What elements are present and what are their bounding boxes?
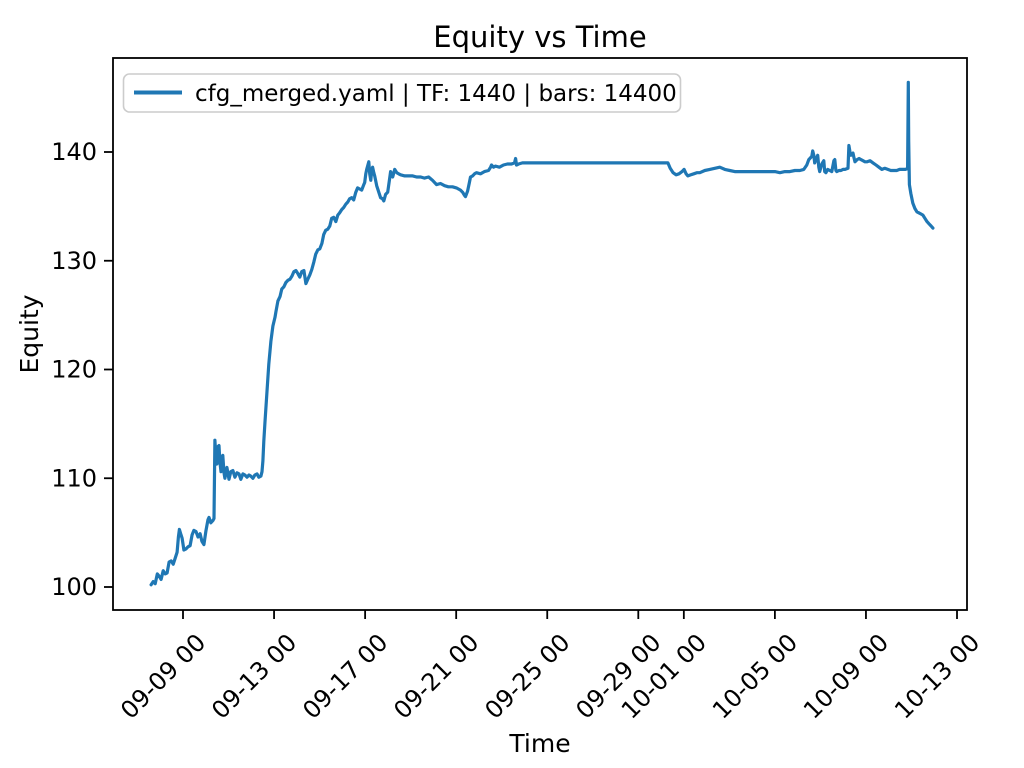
- x-tick-label: 09-21 00: [388, 628, 484, 724]
- legend-box: [122, 73, 682, 113]
- y-axis-ticks: 100 110 120 130 140: [51, 138, 113, 601]
- equity-series-line: [149, 80, 935, 587]
- y-tick-label: 110: [51, 464, 97, 492]
- y-tick-label: 100: [51, 573, 97, 601]
- x-tick-label: 09-13 00: [206, 628, 302, 724]
- legend-label: cfg_merged.yaml | TF: 1440 | bars: 14400: [195, 81, 677, 107]
- y-axis-label: Equity: [15, 294, 44, 373]
- x-axis-label: Time: [508, 729, 570, 758]
- equity-line: [149, 80, 935, 587]
- chart-title: Equity vs Time: [433, 20, 646, 54]
- x-tick-label: 09-09 00: [115, 628, 211, 724]
- legend: cfg_merged.yaml | TF: 1440 | bars: 14400: [122, 73, 682, 113]
- x-tick-label: 10-13 00: [889, 628, 985, 724]
- y-tick-label: 140: [51, 138, 97, 166]
- y-tick-label: 130: [51, 247, 97, 275]
- y-tick-label: 120: [51, 356, 97, 384]
- x-tick-label: 09-25 00: [479, 628, 575, 724]
- plot-border: [112, 57, 968, 611]
- x-tick-label: 10-05 00: [707, 628, 803, 724]
- x-tick-label: 10-09 00: [798, 628, 894, 724]
- x-tick-label: 09-17 00: [297, 628, 393, 724]
